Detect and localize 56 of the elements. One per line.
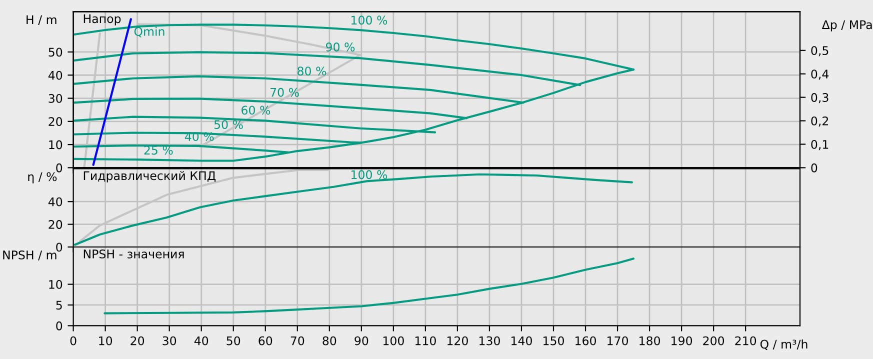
y-axis-title: H / m <box>26 15 56 26</box>
x-tick-label: 140 <box>512 336 532 346</box>
x-tick-label: 30 <box>162 336 176 346</box>
annotation: 100 % <box>352 170 388 180</box>
annotation: Напор <box>84 14 121 26</box>
x-tick-label: 160 <box>576 336 596 346</box>
series-label: Qmin <box>134 26 164 38</box>
annotation: NPSH - значения <box>84 249 184 258</box>
x-tick-label: 180 <box>640 336 660 346</box>
y-tick-label: 0 <box>56 242 62 252</box>
y-tick-label: 20 <box>48 220 62 229</box>
y2-axis-title: Δp / MPa <box>822 20 872 32</box>
y-tick-label: 50 <box>48 48 62 57</box>
y-tick-label: 0 <box>56 163 62 172</box>
x-tick-label: 40 <box>194 336 208 346</box>
y-tick-label: 10 <box>49 280 62 289</box>
y-axis-title: η / % <box>28 172 57 184</box>
x-tick-label: 0 <box>70 336 76 346</box>
y-tick-label: 20 <box>48 117 62 126</box>
x-tick-label: 60 <box>258 336 272 346</box>
annotation: 50 % <box>214 120 243 129</box>
x-tick-label: 130 <box>480 336 500 346</box>
y-tick-label: 40 <box>48 70 62 80</box>
x-tick-label: 80 <box>322 336 336 346</box>
y2-tick-label: 0,4 <box>811 70 829 80</box>
y2-tick-label: 0,2 <box>811 116 828 127</box>
x-tick-label: 150 <box>544 336 564 346</box>
y-tick-label: 5 <box>56 300 62 310</box>
x-tick-label: 50 <box>226 336 240 346</box>
x-tick-label: 110 <box>415 336 436 346</box>
annotation: 100 % <box>352 16 388 25</box>
annotation: 60 % <box>242 106 270 115</box>
y-axis-title: NPSH / m <box>3 250 56 260</box>
annotation: 80 % <box>298 66 326 76</box>
x-tick-label: 70 <box>290 336 304 346</box>
x-tick-label: 20 <box>130 336 144 346</box>
y-tick-label: 30 <box>48 94 62 103</box>
y2-tick-label: 0,5 <box>811 46 828 56</box>
x-tick-label: 170 <box>608 336 628 346</box>
y2-tick-label: 0,1 <box>811 140 828 150</box>
y-tick-label: 40 <box>48 197 62 206</box>
y2-tick-label: 0 <box>811 163 818 172</box>
y-tick-label: 0 <box>56 321 62 330</box>
x-tick-label: 190 <box>672 336 692 346</box>
annotation: Гидравлический КПД <box>84 171 216 182</box>
y2-tick-label: 0,3 <box>811 93 828 104</box>
x-tick-label: 200 <box>703 336 724 346</box>
annotation: 90 % <box>326 42 355 52</box>
x-tick-label: 90 <box>354 336 368 346</box>
x-tick-label: 210 <box>735 336 756 346</box>
x-tick-label: 100 <box>383 336 404 346</box>
annotation: 70 % <box>270 88 299 97</box>
y-tick-label: 10 <box>49 140 62 150</box>
x-tick-label: 10 <box>99 336 112 346</box>
x-axis-title: Q / m³/h <box>760 339 808 350</box>
x-tick-label: 120 <box>447 336 468 346</box>
